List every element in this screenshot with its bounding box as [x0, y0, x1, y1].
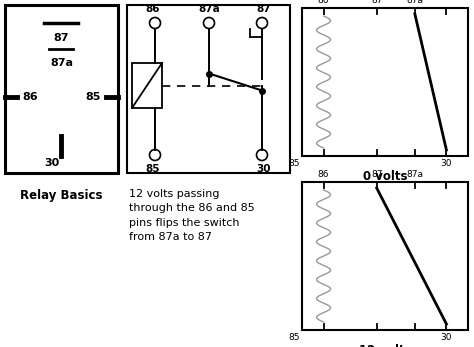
Text: 87: 87	[371, 170, 383, 179]
Text: 30: 30	[257, 164, 271, 174]
Text: 0 volts: 0 volts	[363, 170, 407, 183]
Text: 87a: 87a	[50, 58, 73, 68]
Text: 85: 85	[86, 92, 101, 102]
Text: 30: 30	[44, 158, 59, 168]
Text: 86: 86	[22, 92, 37, 102]
Text: 86: 86	[318, 0, 329, 5]
Text: 12 volts: 12 volts	[359, 344, 411, 347]
Bar	[302, 182, 468, 330]
Text: 30: 30	[441, 333, 452, 342]
Text: 87: 87	[371, 0, 383, 5]
Text: 85: 85	[289, 159, 300, 168]
Text: 86: 86	[318, 170, 329, 179]
Text: Relay Basics: Relay Basics	[20, 189, 103, 202]
Text: 87: 87	[257, 4, 271, 14]
Text: 86: 86	[146, 4, 160, 14]
Bar	[5, 5, 118, 173]
Text: 87a: 87a	[406, 170, 423, 179]
Text: 87: 87	[54, 33, 69, 43]
Text: 85: 85	[289, 333, 300, 342]
Text: 12 volts passing
through the 86 and 85
pins flips the switch
from 87a to 87: 12 volts passing through the 86 and 85 p…	[129, 189, 255, 242]
Bar	[127, 5, 290, 173]
Text: 85: 85	[146, 164, 160, 174]
Text: 87a: 87a	[198, 4, 220, 14]
Text: 30: 30	[441, 159, 452, 168]
Bar	[302, 8, 468, 156]
Text: 87a: 87a	[406, 0, 423, 5]
Bar	[132, 63, 162, 108]
